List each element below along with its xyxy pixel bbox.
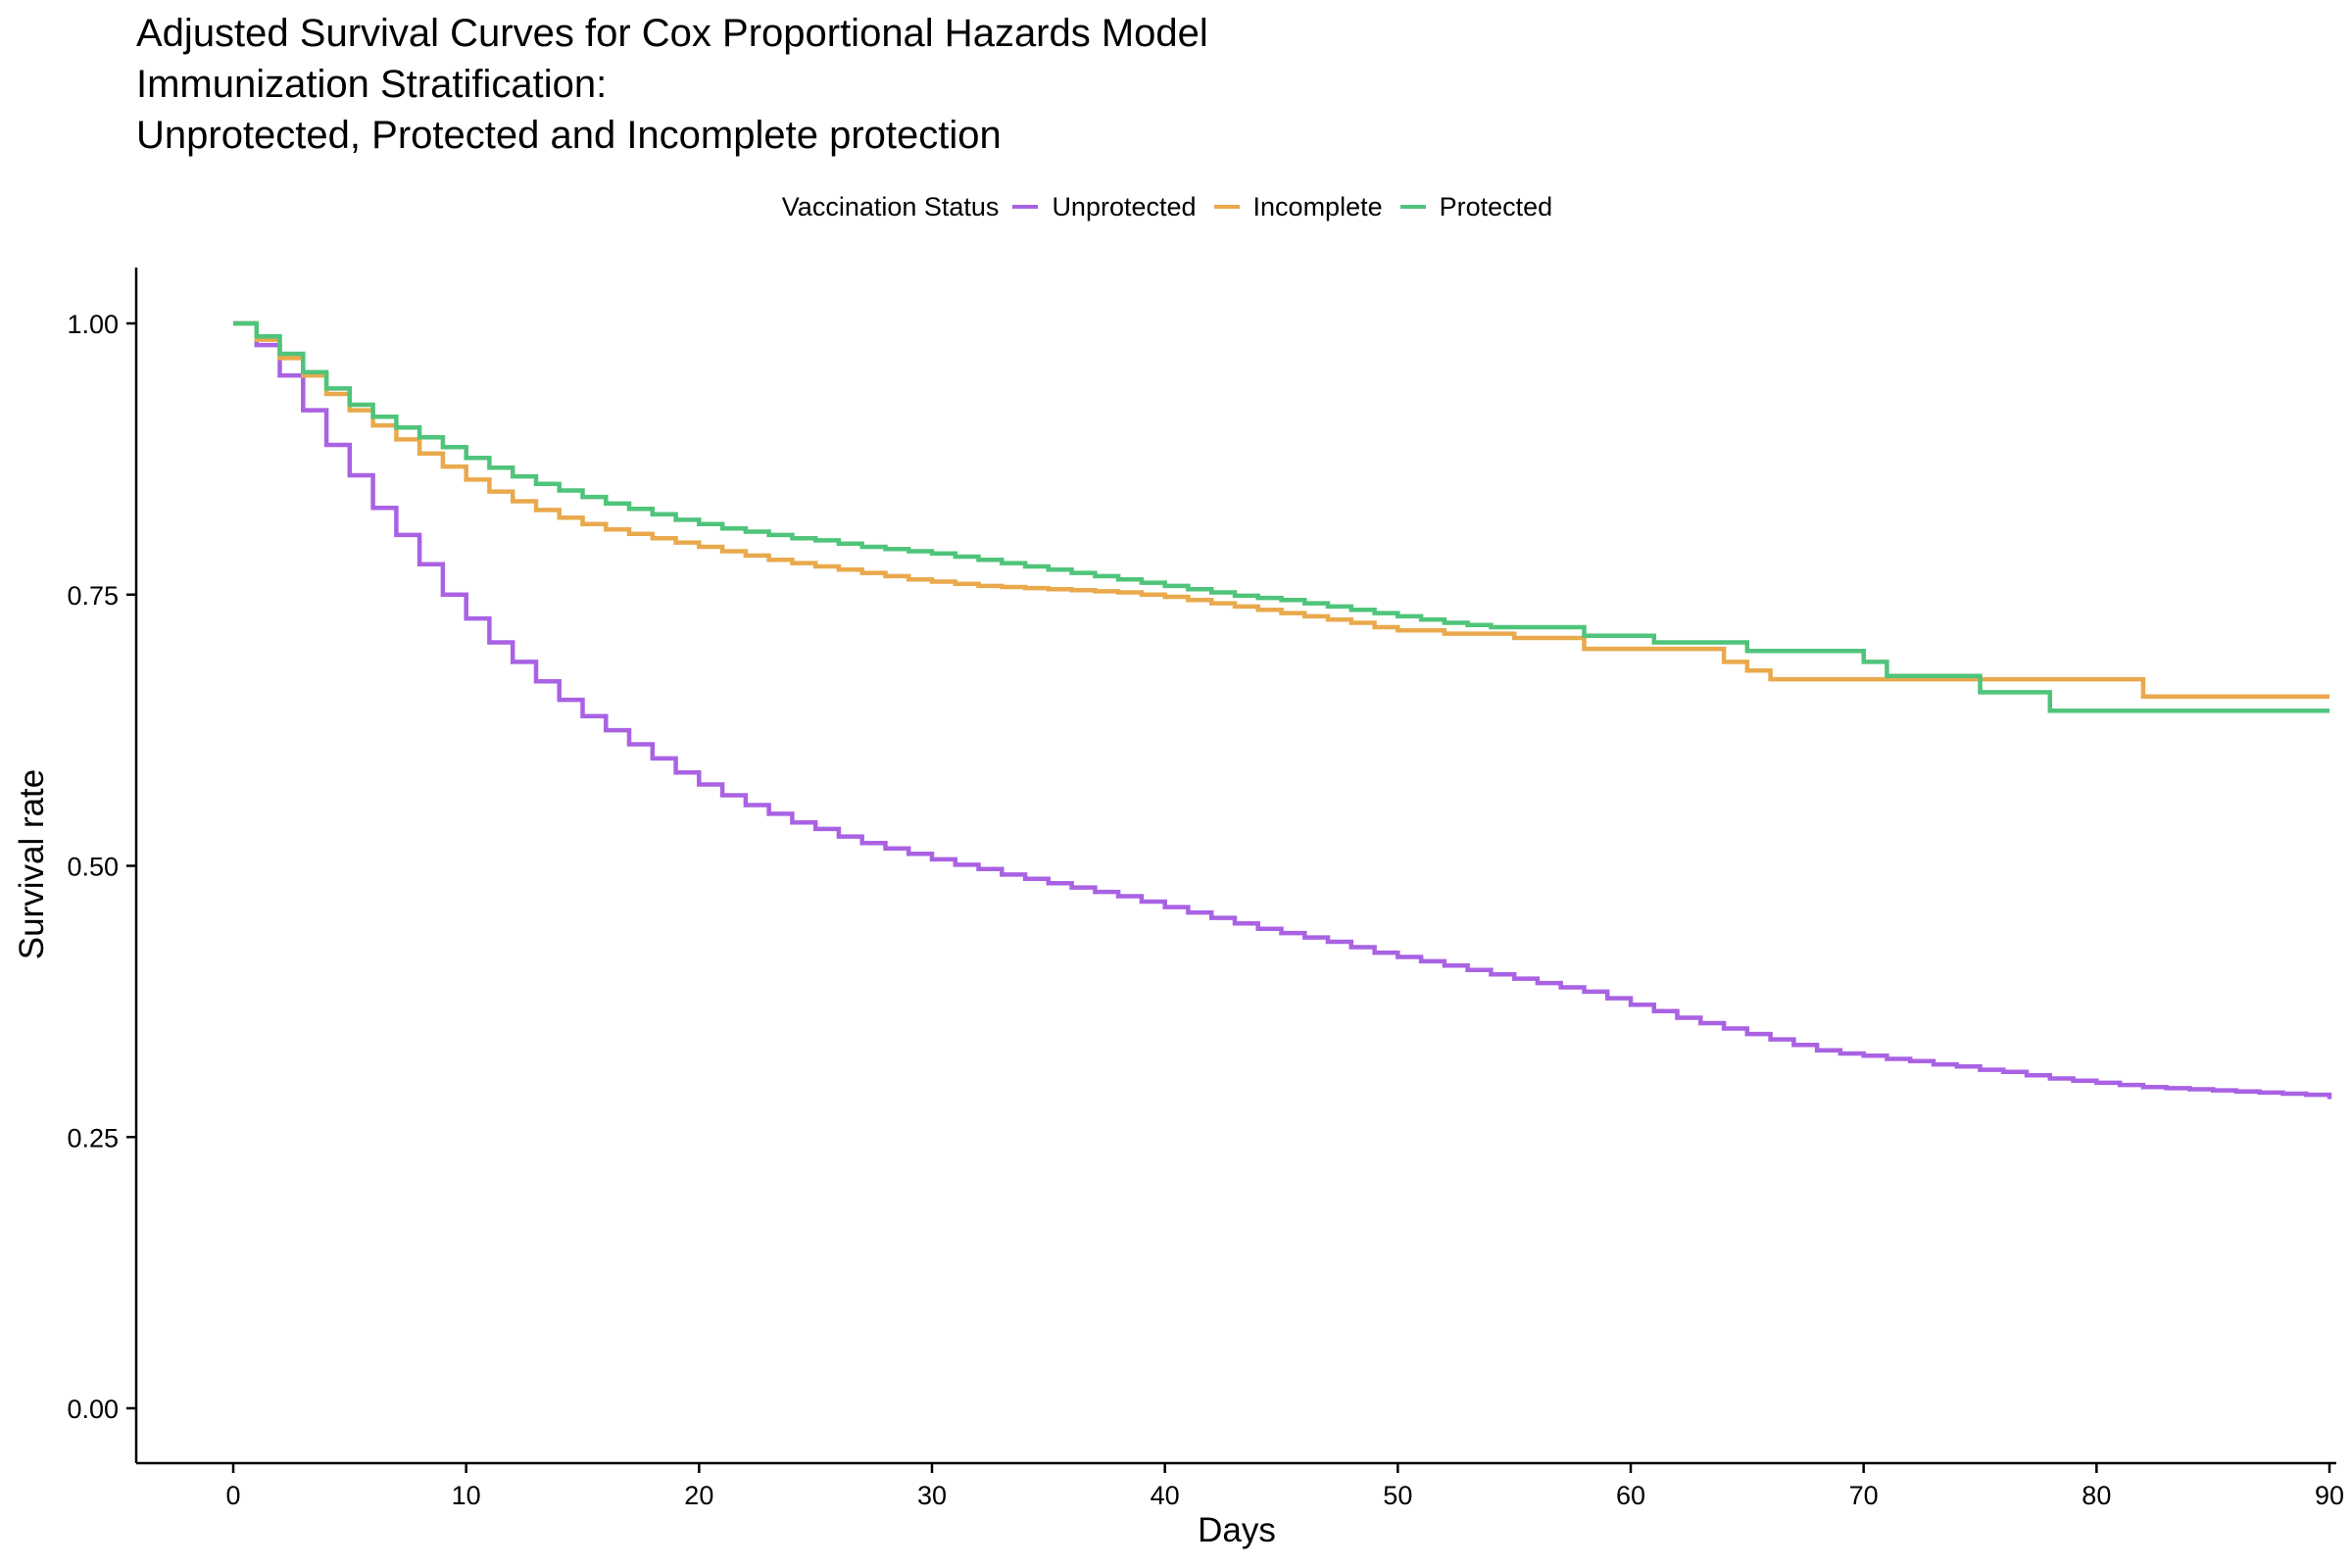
legend-item-incomplete: Incomplete	[1213, 191, 1383, 222]
x-tick-label: 30	[917, 1481, 947, 1510]
legend-item-protected: Protected	[1399, 191, 1553, 222]
ticks-layer: 0 10 20 30 40 50 60 70 80 90 0.00 0.25 0.50 0.75 1.00	[67, 310, 2344, 1510]
legend: Vaccination Status Unprotected Incomplet…	[0, 187, 2352, 226]
y-axis-label: Survival rate	[13, 769, 51, 960]
series-line-incomplete	[233, 320, 2329, 700]
chart-title: Adjusted Survival Curves for Cox Proport…	[136, 8, 1208, 161]
y-tick-label: 1.00	[67, 310, 119, 339]
legend-key-unprotected	[1012, 205, 1039, 209]
series-line-protected	[233, 320, 2329, 713]
x-tick-label: 70	[1849, 1481, 1879, 1510]
x-tick-label: 0	[225, 1481, 240, 1510]
legend-key-protected	[1399, 205, 1426, 209]
y-tick-label: 0.50	[67, 853, 119, 882]
y-tick-label: 0.75	[67, 581, 119, 611]
title-line-3: Unprotected, Protected and Incomplete pr…	[136, 114, 1002, 157]
y-tick-label: 0.00	[67, 1395, 119, 1424]
x-tick-label: 60	[1616, 1481, 1645, 1510]
x-tick-label: 20	[684, 1481, 713, 1510]
legend-key-incomplete	[1213, 205, 1240, 209]
x-tick-label: 40	[1151, 1481, 1180, 1510]
legend-title: Vaccination Status	[781, 191, 1000, 221]
legend-label-unprotected: Unprotected	[1052, 191, 1197, 221]
x-tick-label: 90	[2315, 1481, 2344, 1510]
title-line-2: Immunization Stratification:	[136, 63, 608, 106]
legend-item-unprotected: Unprotected	[1012, 191, 1197, 222]
x-tick-label: 80	[2082, 1481, 2111, 1510]
x-tick-label: 10	[452, 1481, 481, 1510]
series-layer	[233, 320, 2332, 1100]
legend-label-incomplete: Incomplete	[1252, 191, 1383, 221]
x-axis-label: Days	[1198, 1511, 1276, 1549]
series-line-unprotected	[233, 320, 2332, 1100]
x-tick-label: 50	[1383, 1481, 1412, 1510]
y-tick-label: 0.25	[67, 1123, 119, 1152]
title-line-1: Adjusted Survival Curves for Cox Proport…	[136, 12, 1208, 55]
legend-label-protected: Protected	[1439, 191, 1553, 221]
